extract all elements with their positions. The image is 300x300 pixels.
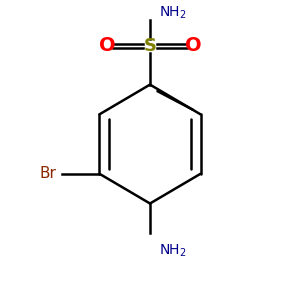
- Text: S: S: [143, 37, 157, 55]
- Text: NH$_2$: NH$_2$: [159, 5, 187, 22]
- Text: O: O: [185, 37, 201, 56]
- Text: NH$_2$: NH$_2$: [159, 242, 187, 259]
- Text: Br: Br: [40, 166, 56, 181]
- Text: O: O: [99, 37, 115, 56]
